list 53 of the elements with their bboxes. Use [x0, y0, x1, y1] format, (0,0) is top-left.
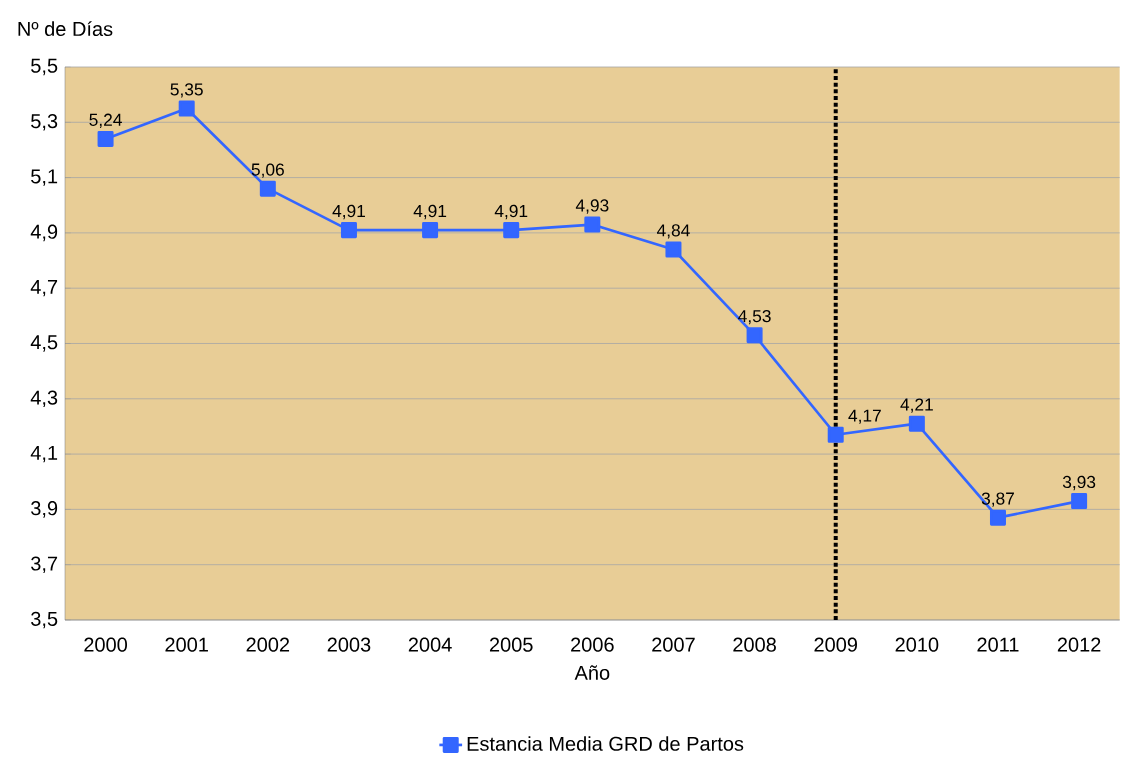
data-label: 5,35 — [170, 83, 203, 98]
x-tick-label: 2003 — [327, 637, 371, 652]
point — [989, 509, 1006, 526]
y-tick-label: 5,3 — [31, 114, 58, 131]
y-tick-label: 5,5 — [31, 58, 58, 76]
x-tick-label: 2007 — [652, 637, 695, 652]
y-tick-label: 3,5 — [31, 611, 58, 629]
data-label: 3,93 — [1062, 475, 1096, 491]
x-tick-label: 2009 — [814, 637, 857, 652]
x-tick-label: 2004 — [408, 637, 452, 652]
x-tick-label: 2012 — [1057, 637, 1101, 652]
y-tick-label: 4,1 — [30, 445, 58, 463]
point — [908, 415, 925, 432]
x-tick-label: 2005 — [489, 637, 533, 652]
legend-label: Estancia Media GRD de Partos — [467, 736, 744, 751]
y-tick-label: 4,9 — [30, 224, 58, 242]
data-label: 4,91 — [332, 204, 365, 220]
point — [422, 222, 439, 239]
point — [746, 327, 763, 344]
data-label: 5,06 — [251, 163, 284, 178]
data-label: 4,93 — [575, 199, 609, 214]
data-label: 3,87 — [981, 492, 1014, 507]
point — [503, 222, 520, 239]
x-tick-label: 2006 — [571, 637, 614, 652]
y-tick-label: 4,7 — [30, 280, 58, 297]
point — [1071, 493, 1088, 510]
data-label: 4,17 — [848, 409, 881, 424]
data-label: 4,21 — [900, 398, 933, 413]
data-label: 5,24 — [89, 113, 122, 128]
point — [340, 222, 357, 239]
data-label: 4,53 — [738, 309, 771, 325]
point — [178, 100, 195, 117]
point — [665, 241, 682, 258]
data-label: 4,91 — [413, 204, 447, 220]
y-tick-label: 3,9 — [31, 501, 58, 518]
x-tick-label: 2008 — [733, 637, 776, 652]
data-label: 4,84 — [656, 224, 690, 239]
x-tick-label: 2000 — [84, 637, 128, 652]
y-tick-label: 3,7 — [31, 556, 58, 573]
x-tick-label: 2002 — [246, 637, 290, 652]
x-tick-label: 2011 — [977, 637, 1019, 652]
y-tick-label: 5,1 — [31, 169, 58, 186]
y-tick-label: 4,5 — [30, 335, 58, 352]
point — [827, 426, 844, 443]
x-axis-title: Año — [574, 665, 610, 680]
x-tick-label: 2010 — [895, 637, 939, 652]
x-tick-label: 2001 — [165, 637, 208, 652]
point — [97, 130, 114, 147]
point — [584, 216, 601, 233]
y-tick-label: 4,3 — [30, 390, 58, 408]
y-axis-title: Nº de Días — [18, 21, 113, 37]
data-label: 4,91 — [494, 204, 528, 220]
point — [259, 180, 276, 197]
